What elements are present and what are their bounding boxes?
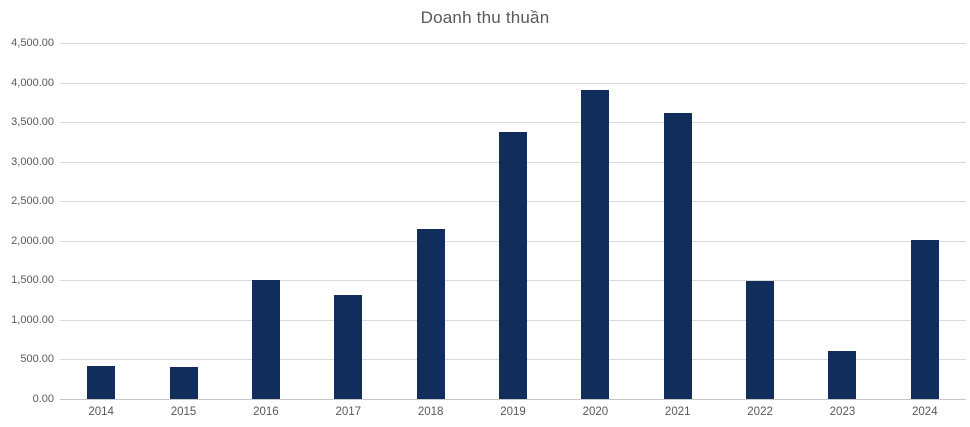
bar (499, 131, 527, 399)
x-tick-label: 2014 (88, 406, 114, 418)
x-tick-label: 2015 (170, 406, 197, 418)
gridline (60, 43, 966, 44)
y-tick-label: 2,000.00 (11, 234, 54, 247)
x-tick-label: 2019 (500, 406, 526, 418)
x-tick-label: 2020 (582, 406, 609, 418)
bar (910, 239, 939, 399)
y-tick-label: 4,500.00 (11, 37, 54, 49)
x-tick-label: 2024 (912, 406, 938, 418)
x-tick-label: 2023 (829, 406, 856, 418)
bar (169, 367, 198, 399)
bar (581, 90, 610, 399)
x-tick-label: 2017 (335, 406, 362, 418)
gridline (60, 82, 966, 84)
x-axis-line (60, 399, 966, 400)
bar (87, 365, 116, 399)
bar (746, 281, 775, 399)
chart-title: Doanh thu thuần (420, 8, 550, 27)
y-tick-label: 3,500.00 (11, 116, 54, 129)
y-tick-label: 1,000.00 (11, 313, 54, 326)
gridline (60, 122, 966, 124)
bar (251, 279, 280, 399)
bar (416, 228, 445, 399)
y-tick-label: 4,000.00 (11, 76, 54, 89)
bar (828, 350, 857, 399)
y-tick-label: 3,000.00 (11, 155, 54, 168)
y-tick-label: 500.00 (20, 353, 54, 366)
y-tick-label: 2,500.00 (11, 195, 54, 208)
y-tick-label: 1,500.00 (11, 274, 54, 287)
x-tick-label: 2021 (664, 406, 691, 418)
x-tick-label: 2018 (417, 406, 444, 418)
bar (663, 113, 692, 399)
x-tick-label: 2016 (253, 406, 279, 418)
bar (334, 294, 363, 399)
y-tick-label: 0.00 (32, 393, 54, 405)
x-tick-label: 2022 (747, 406, 773, 418)
